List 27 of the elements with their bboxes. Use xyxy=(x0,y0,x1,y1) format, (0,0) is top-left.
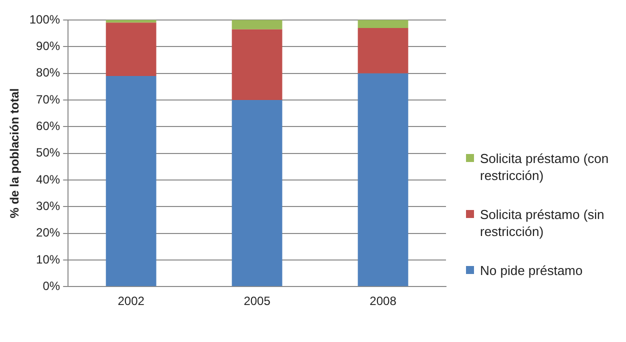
bar xyxy=(232,29,282,100)
y-tick-label: 50% xyxy=(36,146,60,160)
bar xyxy=(106,20,156,23)
bar xyxy=(106,76,156,286)
bar xyxy=(358,73,408,286)
bar xyxy=(232,100,282,286)
x-tick-label: 2008 xyxy=(370,294,397,308)
x-tick-label: 2002 xyxy=(118,294,145,308)
y-tick-label: 0% xyxy=(42,278,60,293)
bar xyxy=(358,20,408,28)
y-tick-label: 90% xyxy=(36,38,60,53)
bar xyxy=(232,20,282,30)
y-tick-label: 10% xyxy=(36,252,60,266)
y-tick-label: 30% xyxy=(36,198,60,213)
y-tick-label: 80% xyxy=(36,66,60,80)
legend-label: Solicita préstamo (con restricción) xyxy=(480,150,610,184)
y-tick-label: 60% xyxy=(36,118,60,133)
bar xyxy=(358,28,408,74)
legend-label: Solicita préstamo (sin restricción) xyxy=(480,206,606,240)
y-axis-title: % de la población total xyxy=(8,88,22,218)
bar xyxy=(106,22,156,76)
y-tick-label: 70% xyxy=(36,92,60,106)
y-tick-label: 40% xyxy=(36,172,60,186)
y-tick-label: 100% xyxy=(29,12,60,26)
legend-label: No pide préstamo xyxy=(480,262,583,279)
y-tick-label: 20% xyxy=(36,226,60,240)
x-tick-label: 2005 xyxy=(244,294,271,308)
